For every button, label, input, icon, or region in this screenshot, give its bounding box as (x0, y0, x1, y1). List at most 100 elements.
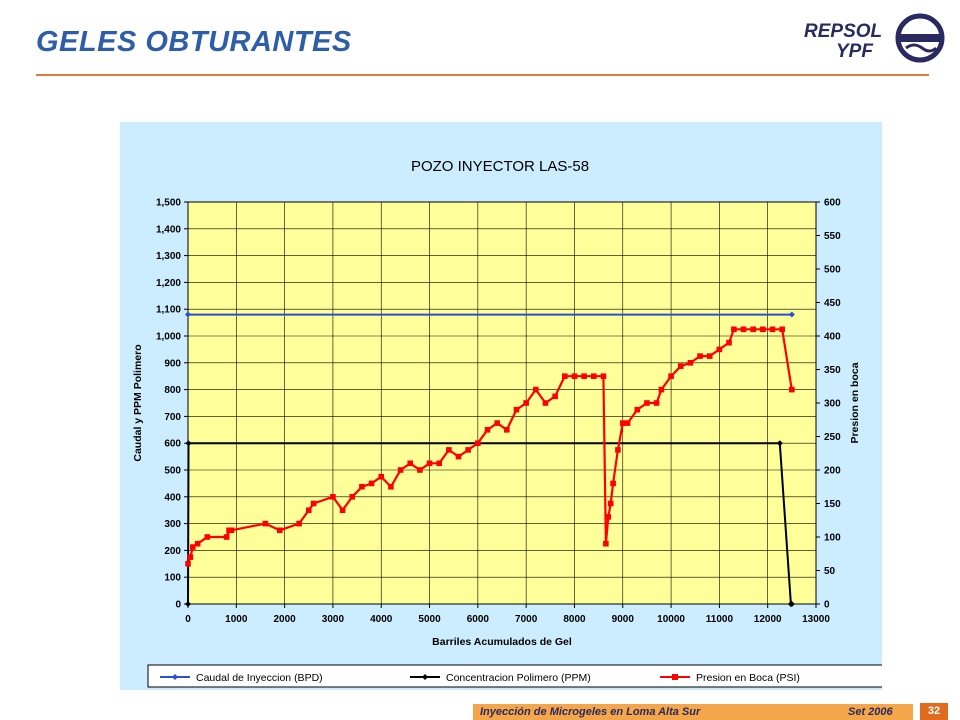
series-3 (185, 326, 795, 567)
y-tick-label: 1,000 (156, 332, 181, 343)
data-point-marker (603, 540, 609, 547)
data-point-marker (624, 420, 631, 426)
x-axis-label: Barriles Acumulados de Gel (432, 636, 572, 648)
data-point-marker (388, 483, 394, 490)
data-point-marker (750, 326, 756, 333)
data-point-marker (779, 326, 785, 333)
y-tick-label: 1,200 (156, 278, 181, 289)
y-tick-label: 900 (164, 358, 181, 369)
x-tick-label: 5000 (418, 614, 441, 625)
data-point-marker (185, 561, 191, 567)
series-layer (185, 311, 795, 607)
data-point-marker (513, 406, 520, 413)
y2-tick-label: 600 (824, 198, 841, 209)
slide-title: GELES OBTURANTES (36, 26, 352, 58)
data-point-marker (185, 440, 192, 447)
data-point-marker (769, 326, 776, 333)
data-point-marker (305, 507, 312, 513)
footer-date: Set 2006 (848, 706, 893, 718)
data-point-marker (600, 373, 607, 379)
y2-tick-label: 400 (824, 332, 841, 343)
logo-text-line2: YPF (836, 41, 874, 62)
data-point-marker (610, 480, 616, 487)
legend-label: Caudal de Inyeccion (BPD) (196, 672, 323, 684)
footer-bar (473, 704, 913, 720)
data-point-marker (187, 554, 194, 560)
data-point-marker (397, 467, 404, 473)
plot-area (187, 201, 817, 605)
data-point-marker (731, 326, 737, 333)
legend-swatch-marker (422, 674, 428, 680)
y-tick-label: 800 (164, 385, 181, 396)
y2-tick-label: 100 (824, 533, 841, 544)
y-tick-label: 700 (164, 412, 181, 423)
data-point-marker (634, 406, 641, 413)
y-tick-label: 1,100 (156, 305, 181, 316)
title-divider (36, 74, 929, 76)
data-point-marker (223, 534, 230, 540)
data-point-marker (204, 534, 211, 540)
y-tick-label: 1,300 (156, 251, 181, 262)
y-axis-label: Caudal y PPM Polimero (132, 344, 144, 461)
data-point-marker (590, 373, 597, 379)
y2-tick-label: 50 (824, 566, 836, 577)
data-point-marker (581, 373, 587, 379)
y2-tick-label: 450 (824, 298, 841, 309)
x-tick-label: 12000 (754, 614, 782, 625)
chart-legend: Caudal de Inyeccion (BPD) Concentracion P… (147, 664, 882, 688)
x-tick-label: 11000 (706, 614, 734, 625)
data-point-marker (368, 480, 375, 487)
series-1 (185, 311, 795, 318)
data-point-marker (446, 447, 452, 453)
data-point-marker (262, 520, 269, 527)
repsol-ypf-logo: REPSOL YPF (804, 13, 945, 63)
data-point-marker (190, 544, 196, 550)
y-tick-label: 300 (164, 519, 181, 530)
y-tick-label: 1,400 (156, 224, 181, 235)
y-tick-label: 100 (164, 573, 181, 584)
data-point-marker (760, 326, 766, 333)
chart-title: POZO INYECTOR LAS-58 (411, 158, 589, 175)
data-point-marker (726, 339, 732, 346)
data-point-marker (789, 386, 795, 393)
data-point-marker (475, 440, 481, 446)
data-point-marker (697, 353, 703, 359)
data-point-marker (455, 453, 462, 460)
x-tick-label: 6000 (467, 614, 490, 625)
data-point-marker (378, 473, 385, 480)
y2-tick-label: 550 (824, 231, 841, 242)
data-point-marker (465, 447, 471, 453)
data-point-marker (706, 353, 713, 359)
data-point-marker (668, 373, 674, 379)
logo-text-line1: REPSOL (804, 21, 882, 42)
data-point-marker (653, 400, 660, 406)
y2-tick-label: 500 (824, 265, 841, 276)
data-point-marker (677, 363, 684, 369)
data-point-marker (562, 373, 568, 379)
legend-label: Concentracion Polimero (PPM) (446, 672, 591, 684)
legend-label: Presion en Boca (PSI) (696, 672, 800, 684)
x-tick-label: 10000 (657, 614, 685, 625)
x-tick-label: 7000 (515, 614, 538, 625)
page-number: 32 (920, 703, 948, 720)
data-point-marker (687, 360, 694, 366)
grid-lines (188, 202, 816, 604)
data-point-marker (436, 460, 442, 467)
data-point-marker (310, 500, 317, 507)
data-point-marker (407, 460, 414, 467)
data-point-marker (788, 601, 795, 607)
data-point-marker (417, 467, 423, 473)
footer-text: Inyección de Microgeles en Loma Alta Sur (480, 706, 701, 718)
data-point-marker (658, 386, 665, 393)
y-tick-label: 0 (175, 600, 181, 611)
y-tick-label: 200 (164, 546, 181, 557)
data-point-marker (194, 540, 201, 547)
legend-swatch-marker (672, 674, 678, 680)
data-point-marker (776, 440, 783, 447)
x-tick-label: 1000 (225, 614, 248, 625)
data-point-marker (426, 460, 433, 467)
data-point-marker (716, 346, 723, 353)
data-point-marker (533, 386, 539, 393)
data-point-marker (330, 494, 336, 500)
data-point-marker (185, 311, 191, 318)
